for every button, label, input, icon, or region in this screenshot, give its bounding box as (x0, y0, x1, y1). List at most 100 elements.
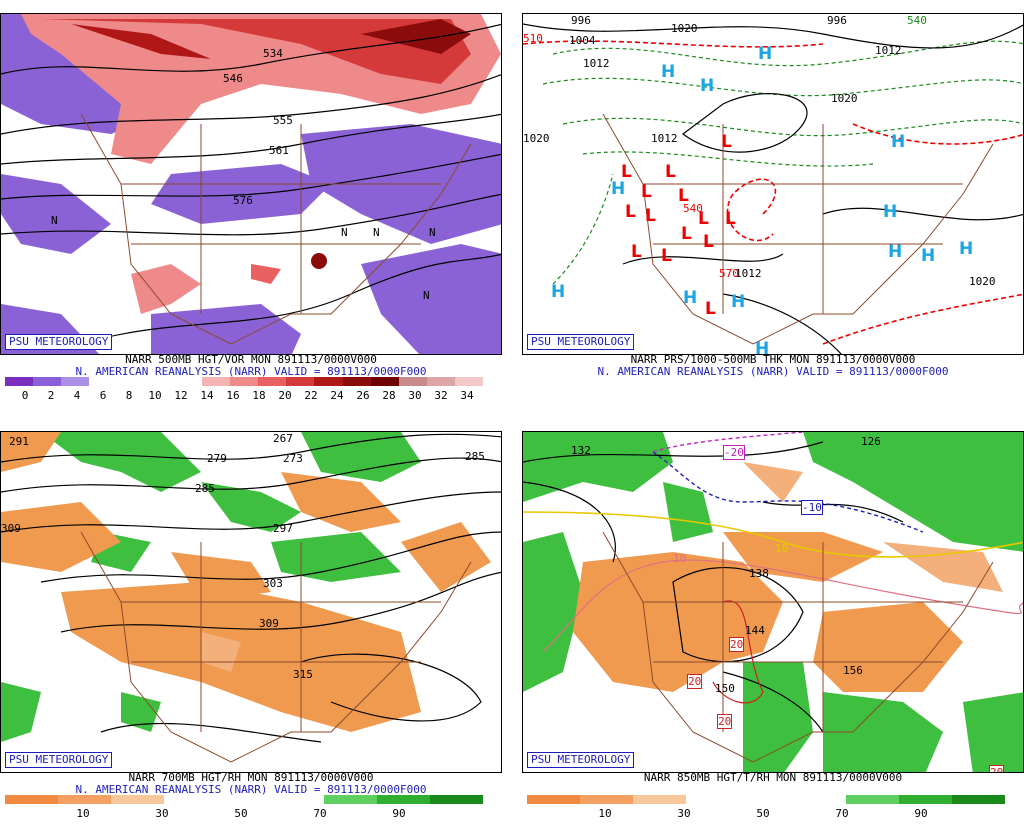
scale-tick-label: 6 (99, 389, 107, 402)
color-swatch (580, 795, 634, 804)
scale-tick-label: 20 (278, 389, 292, 402)
contour-label: 291 (9, 435, 29, 448)
color-swatch (61, 377, 90, 386)
color-swatch (426, 377, 455, 386)
scale-tick-label: 0 (21, 389, 29, 402)
low-pressure-marker: L (631, 242, 642, 262)
vort-min-label: N (51, 214, 58, 227)
high-pressure-marker: H (883, 202, 898, 222)
contour-label-555: 555 (273, 114, 293, 127)
color-swatch (5, 795, 59, 804)
color-swatch (898, 795, 952, 804)
panel-850mb-temp-rh: 126 132 -20 -10 10 138 144 150 156 20 20… (522, 418, 1024, 827)
scale-ticks: 10 30 50 70 90 (5, 807, 483, 820)
scale-tick-label: 8 (125, 389, 133, 402)
contour-label: 309 (1, 522, 21, 535)
color-scale (5, 795, 483, 804)
scale-tick-label: 30 (155, 807, 169, 820)
caption-product: NARR 500MB HGT/VOR MON 891113/0000V000 (125, 353, 377, 366)
color-swatch (117, 377, 146, 386)
color-swatch (951, 795, 1005, 804)
scale-tick-label: 32 (434, 389, 448, 402)
psu-meteorology-badge: PSU METEOROLOGY (5, 752, 113, 768)
isotherm-label: 10 (673, 552, 687, 565)
isotherm-label: 20 (717, 714, 733, 729)
contour-label: 303 (263, 577, 283, 590)
color-swatch (270, 795, 324, 804)
color-swatch (286, 377, 315, 386)
caption-product: NARR PRS/1000-500MB THK MON 891113/0000V… (630, 353, 916, 366)
color-swatch (429, 795, 483, 804)
scale-tick-label: 16 (226, 389, 240, 402)
contour-label-561: 561 (269, 144, 289, 157)
color-swatch (33, 377, 62, 386)
isobar-label: 1012 (651, 132, 678, 145)
isotherm-label: -10 (801, 500, 823, 515)
color-swatch (633, 795, 687, 804)
isobar-label: 1012 (735, 267, 762, 280)
contour-label: 144 (745, 624, 765, 637)
low-pressure-marker: L (661, 246, 672, 266)
thickness-label: 510 (523, 32, 543, 45)
high-pressure-marker: H (700, 76, 715, 96)
thickness-label: 540 (907, 14, 927, 27)
scale-ticks: 10 30 50 70 90 (527, 807, 1005, 820)
low-pressure-marker: L (705, 299, 716, 319)
low-pressure-marker: L (721, 132, 732, 152)
scale-tick-label: 90 (392, 807, 406, 820)
color-swatch (455, 377, 484, 386)
caption-product: NARR 850MB HGT/T/RH MON 891113/0000V000 (643, 771, 903, 784)
high-pressure-marker: H (959, 239, 974, 259)
scale-tick-label: 34 (460, 389, 474, 402)
vort-min-label: N (429, 226, 436, 239)
isotherm-label: 20 (687, 674, 703, 689)
color-swatch (370, 377, 399, 386)
color-swatch (323, 795, 377, 804)
low-pressure-marker: L (665, 162, 676, 182)
isobar-label: 1020 (969, 275, 996, 288)
low-pressure-marker: L (645, 206, 656, 226)
color-swatch (258, 377, 287, 386)
caption-valid: N. AMERICAN REANALYSIS (NARR) VALID = 89… (75, 365, 427, 378)
map-pressure: H H H H H H H H H H H H H L L L L L L L … (522, 13, 1024, 355)
low-pressure-marker: L (681, 224, 692, 244)
high-pressure-marker: H (758, 44, 773, 64)
high-pressure-marker: H (551, 282, 566, 302)
color-swatch (686, 795, 740, 804)
isotherm-label: 10 (775, 542, 789, 555)
color-swatch (111, 795, 165, 804)
isobar-label: 1020 (671, 22, 698, 35)
thickness-label: 570 (719, 267, 739, 280)
isotherm-label: 20 (989, 765, 1005, 772)
scale-tick-label: 24 (330, 389, 344, 402)
contour-label: 297 (273, 522, 293, 535)
color-swatch (201, 377, 230, 386)
scale-tick-label: 4 (73, 389, 81, 402)
contour-label-576: 576 (233, 194, 253, 207)
color-swatch (792, 795, 846, 804)
contour-label: 150 (715, 682, 735, 695)
scale-tick-label: 70 (835, 807, 849, 820)
low-pressure-marker: L (641, 182, 652, 202)
low-pressure-marker: L (621, 162, 632, 182)
high-pressure-marker: H (683, 288, 698, 308)
caption-valid: N. AMERICAN REANALYSIS (NARR) VALID = 89… (75, 783, 427, 796)
color-swatch (314, 377, 343, 386)
isotherm-label: 20 (729, 637, 745, 652)
panel-500mb-vorticity: 555 534 546 561 576 N N N N N PSU METEOR… (0, 0, 502, 409)
contour-label-546: 546 (223, 72, 243, 85)
isobar-label: 996 (827, 14, 847, 27)
scale-ticks: 0 2 4 6 8 10 12 14 16 18 20 22 24 26 28 30 32 34 (5, 389, 483, 402)
high-pressure-marker: H (611, 179, 626, 199)
scale-tick-label: 50 (234, 807, 248, 820)
color-swatch (145, 377, 174, 386)
scale-tick-label: 70 (313, 807, 327, 820)
low-pressure-marker: L (678, 186, 689, 206)
contour-label-534: 534 (263, 47, 283, 60)
high-pressure-marker: H (661, 62, 676, 82)
isobar-label: 1012 (875, 44, 902, 57)
scale-tick-label: 28 (382, 389, 396, 402)
high-pressure-marker: H (888, 242, 903, 262)
scale-tick-label: 30 (677, 807, 691, 820)
map-850mb: 126 132 -20 -10 10 138 144 150 156 20 20… (522, 431, 1024, 773)
